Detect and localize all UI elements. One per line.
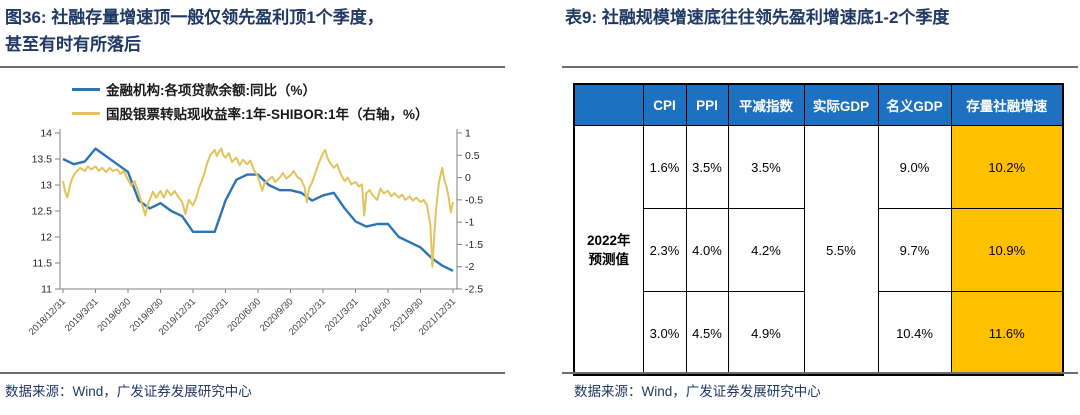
left-axis-tick-label: 13 — [40, 180, 52, 192]
x-axis-tick-label: 2018/12/31 — [27, 296, 68, 337]
col-header-deflator: 平减指数 — [727, 83, 805, 126]
x-axis-tick-label: 2019/6/30 — [95, 296, 133, 334]
x-axis-tick-label: 2020/6/30 — [225, 296, 263, 334]
left-axis-tick-label: 14 — [40, 128, 52, 140]
cell-deflator: 4.2% — [727, 208, 805, 292]
table-row: 2022年 预测值 1.6% 3.5% 3.5% 5.5% 9.0% 10.2% — [573, 125, 1064, 376]
cell-tsf-growth: 11.6% — [950, 291, 1064, 376]
cell-cpi: 2.3% — [642, 208, 687, 292]
series-shibor-spread-line — [62, 147, 454, 268]
cell-real-gdp-merged: 5.5% — [803, 125, 879, 376]
cell-cpi: 3.0% — [642, 291, 687, 376]
line-chart-svg: 1413.51312.51211.51110.50-0.5-1-1.5-2-2.… — [27, 128, 484, 338]
col-header-nominal-gdp: 名义GDP — [877, 83, 952, 126]
x-axis-tick-label: 2021/6/30 — [355, 296, 393, 334]
right-axis-tick-label: 0.5 — [465, 150, 480, 162]
divider — [562, 66, 1078, 68]
col-header-tsf-growth: 存量社融增速 — [950, 83, 1064, 126]
cell-ppi: 3.5% — [685, 125, 729, 209]
legend-item-shibor-spread: 国股银票转贴现收益率:1年-SHIBOR:1年（右轴，%） — [72, 104, 429, 122]
legend-item-loan-yoy: 金融机构:各项贷款余额:同比（%） — [72, 80, 316, 98]
figure-title: 图36: 社融存量增速顶一般仅领先盈利顶1个季度， 甚至有时有所落后 — [5, 4, 505, 58]
col-header-blank — [573, 83, 644, 126]
left-axis-tick-label: 13.5 — [32, 154, 53, 166]
row-label-2022-forecast: 2022年 预测值 — [573, 125, 644, 376]
legend-label-shibor: 国股银票转贴现收益率:1年-SHIBOR:1年（右轴，%） — [106, 107, 429, 122]
table-title: 表9: 社融规模增速底往往领先盈利增速底1-2个季度 — [565, 8, 950, 27]
left-axis-tick-label: 11 — [41, 284, 52, 296]
left-axis-tick-label: 11.5 — [32, 258, 52, 270]
table-row: 2.3% 4.0% 4.2% 9.7% 10.9% — [574, 208, 1064, 292]
legend-swatch-shibor — [72, 111, 100, 115]
cell-nominal-gdp: 9.0% — [877, 125, 952, 209]
x-axis-tick-label: 2020/3/31 — [193, 296, 231, 334]
data-source: 数据来源：Wind，广发证券发展研究中心 — [574, 384, 821, 399]
cell-cpi: 1.6% — [642, 125, 687, 209]
forecast-table: CPI PPI 平减指数 实际GDP 名义GDP 存量社融增速 2022年 预测… — [573, 83, 1064, 376]
right-axis-tick-label: 1 — [465, 128, 471, 140]
cell-ppi: 4.5% — [685, 291, 729, 376]
figure-title-line2: 甚至有时有所落后 — [5, 35, 141, 54]
series-loan-yoy-line — [62, 147, 454, 272]
legend-swatch-loan — [72, 87, 100, 91]
cell-ppi: 4.0% — [685, 208, 729, 292]
figure-title-line1: 图36: 社融存量增速顶一般仅领先盈利顶1个季度， — [5, 8, 384, 27]
left-axis-tick-label: 12.5 — [32, 206, 53, 218]
right-axis-tick-label: 0 — [465, 172, 471, 184]
col-header-ppi: PPI — [685, 83, 729, 126]
right-axis-tick-label: -2.5 — [465, 284, 483, 296]
right-axis-tick-label: -2 — [465, 261, 474, 273]
right-axis-tick-label: -1 — [465, 217, 474, 229]
left-axis-tick-label: 12 — [40, 232, 52, 244]
cell-tsf-growth: 10.2% — [950, 125, 1064, 209]
right-axis-tick-label: -0.5 — [465, 194, 483, 206]
cell-nominal-gdp: 9.7% — [877, 208, 952, 292]
cell-tsf-growth: 10.9% — [950, 208, 1064, 292]
x-axis-tick-label: 2021/3/31 — [323, 296, 361, 334]
divider — [0, 372, 505, 374]
col-header-cpi: CPI — [642, 83, 687, 126]
divider — [0, 66, 505, 68]
cell-deflator: 4.9% — [727, 291, 805, 376]
data-source: 数据来源：Wind，广发证券发展研究中心 — [5, 384, 252, 399]
legend-label-loan: 金融机构:各项贷款余额:同比（%） — [106, 83, 316, 98]
x-axis-tick-label: 2019/3/31 — [63, 296, 101, 334]
cell-nominal-gdp: 10.4% — [877, 291, 952, 376]
col-header-real-gdp: 实际GDP — [803, 83, 879, 126]
table-header-row: CPI PPI 平减指数 实际GDP 名义GDP 存量社融增速 — [573, 83, 1064, 126]
table-row: 3.0% 4.5% 4.9% 10.4% 11.6% — [574, 291, 1064, 376]
cell-deflator: 3.5% — [727, 125, 805, 209]
right-axis-tick-label: -1.5 — [465, 239, 483, 251]
divider — [562, 372, 1078, 374]
